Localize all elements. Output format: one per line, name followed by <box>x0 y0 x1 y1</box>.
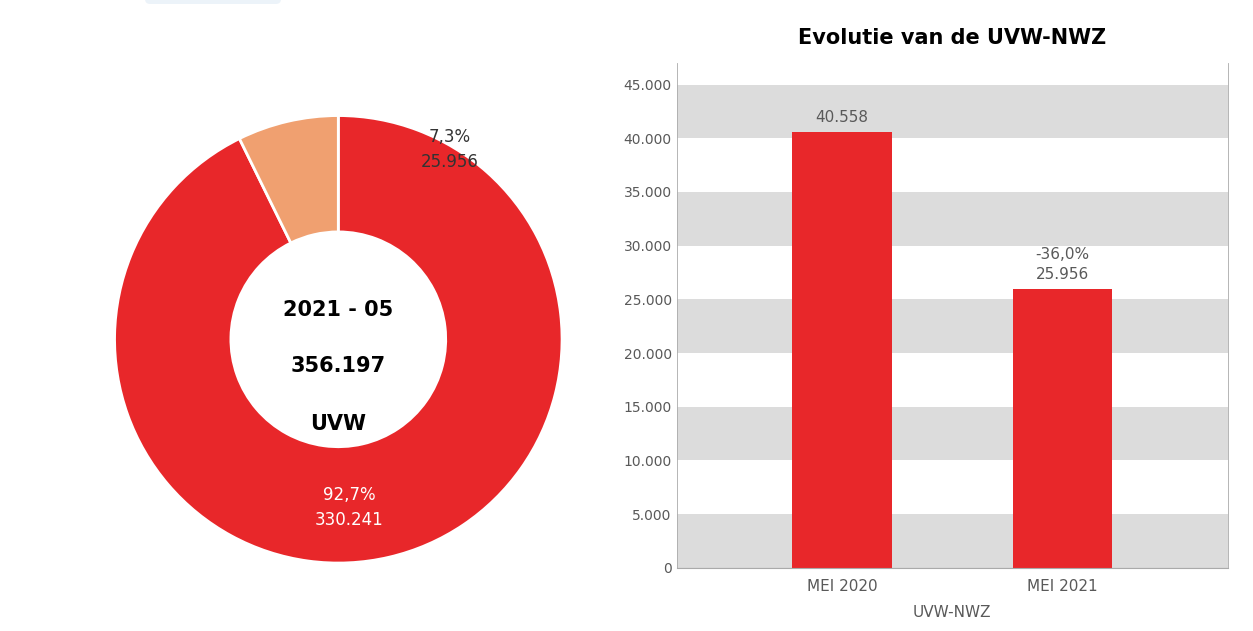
Bar <box>677 299 1228 353</box>
Text: 2021 - 05: 2021 - 05 <box>283 300 393 320</box>
Bar <box>677 245 1228 299</box>
Text: 40.558: 40.558 <box>816 110 868 125</box>
Bar <box>677 192 1228 245</box>
Wedge shape <box>239 115 338 243</box>
Text: 356.197: 356.197 <box>291 356 386 376</box>
Bar <box>677 138 1228 192</box>
Wedge shape <box>114 115 563 563</box>
Text: -36,0%
25.956: -36,0% 25.956 <box>1035 247 1090 281</box>
Text: 7,3%
25.956: 7,3% 25.956 <box>421 127 479 170</box>
X-axis label: UVW-NWZ: UVW-NWZ <box>913 605 991 620</box>
Title: Evolutie van de UVW-NWZ: Evolutie van de UVW-NWZ <box>798 28 1106 48</box>
Text: UVW: UVW <box>311 415 366 434</box>
Bar <box>677 85 1228 138</box>
Bar <box>677 461 1228 514</box>
Text: 92,7%
330.241: 92,7% 330.241 <box>315 486 383 529</box>
Bar <box>677 514 1228 568</box>
Bar <box>1012 289 1113 568</box>
Bar <box>792 133 892 568</box>
Bar <box>677 407 1228 461</box>
Bar <box>677 353 1228 407</box>
